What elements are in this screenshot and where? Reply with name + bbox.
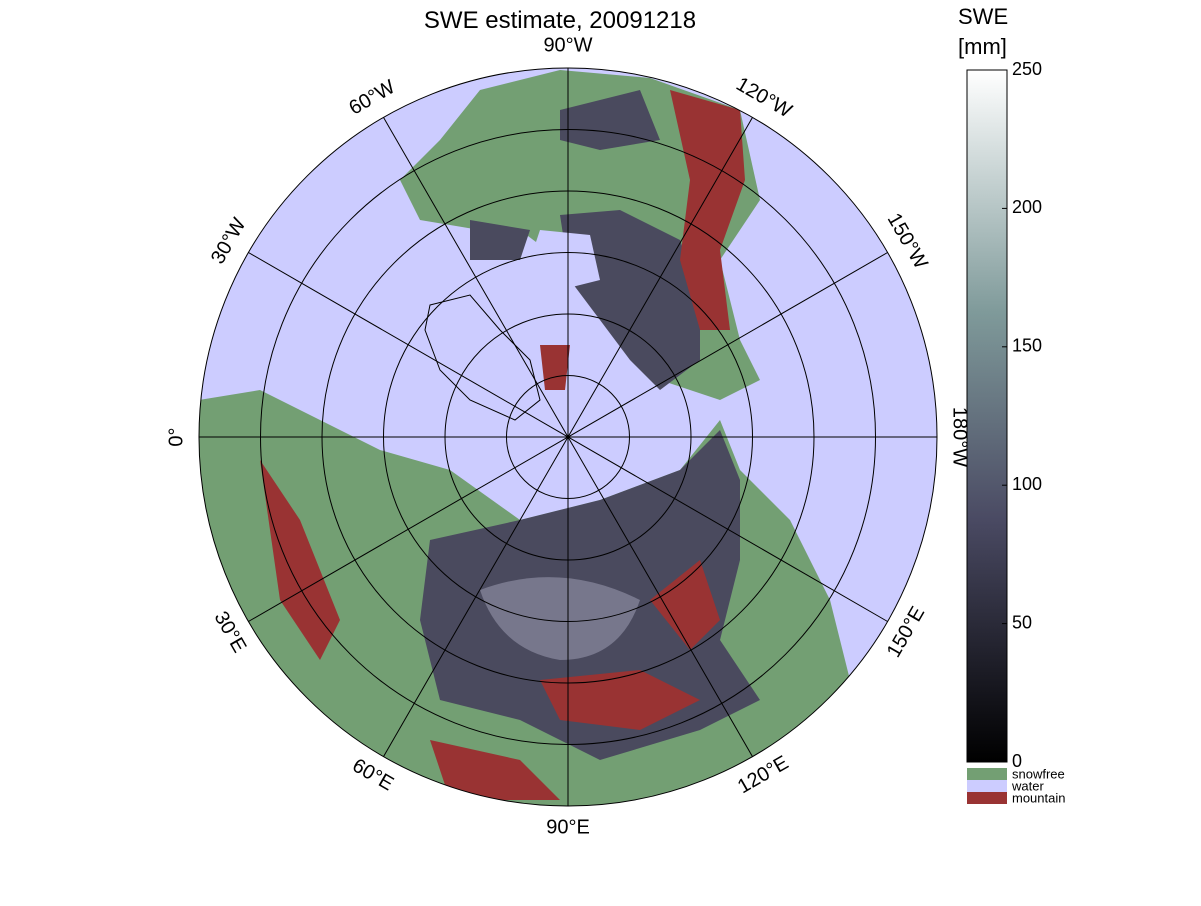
meridian xyxy=(248,252,888,622)
colorbar xyxy=(966,69,1008,763)
colorbar-label: [mm] xyxy=(958,34,1007,59)
tick-label: 100 xyxy=(1012,474,1042,494)
longitude-label: 90°E xyxy=(546,816,590,838)
longitude-label: 180°W xyxy=(949,407,971,467)
legend-swatch xyxy=(967,780,1007,792)
graticule xyxy=(198,67,938,807)
map-title: SWE estimate, 20091218 xyxy=(424,7,696,34)
legend-label: snowfree xyxy=(1012,766,1065,781)
legend-label: mountain xyxy=(1012,790,1065,805)
longitude-label: 90°W xyxy=(543,34,592,56)
tick-label: 250 xyxy=(1012,59,1042,79)
longitude-label: 0° xyxy=(165,427,187,446)
tick-label: 0 xyxy=(1012,751,1022,771)
tick-label: 150 xyxy=(1012,336,1042,356)
colorbar-label: SWE xyxy=(958,4,1008,29)
legend-swatch xyxy=(967,768,1007,780)
tick-label: 200 xyxy=(1012,197,1042,217)
legend-swatch xyxy=(967,792,1007,804)
legend-label: water xyxy=(1011,778,1044,793)
tick-label: 50 xyxy=(1012,612,1032,632)
